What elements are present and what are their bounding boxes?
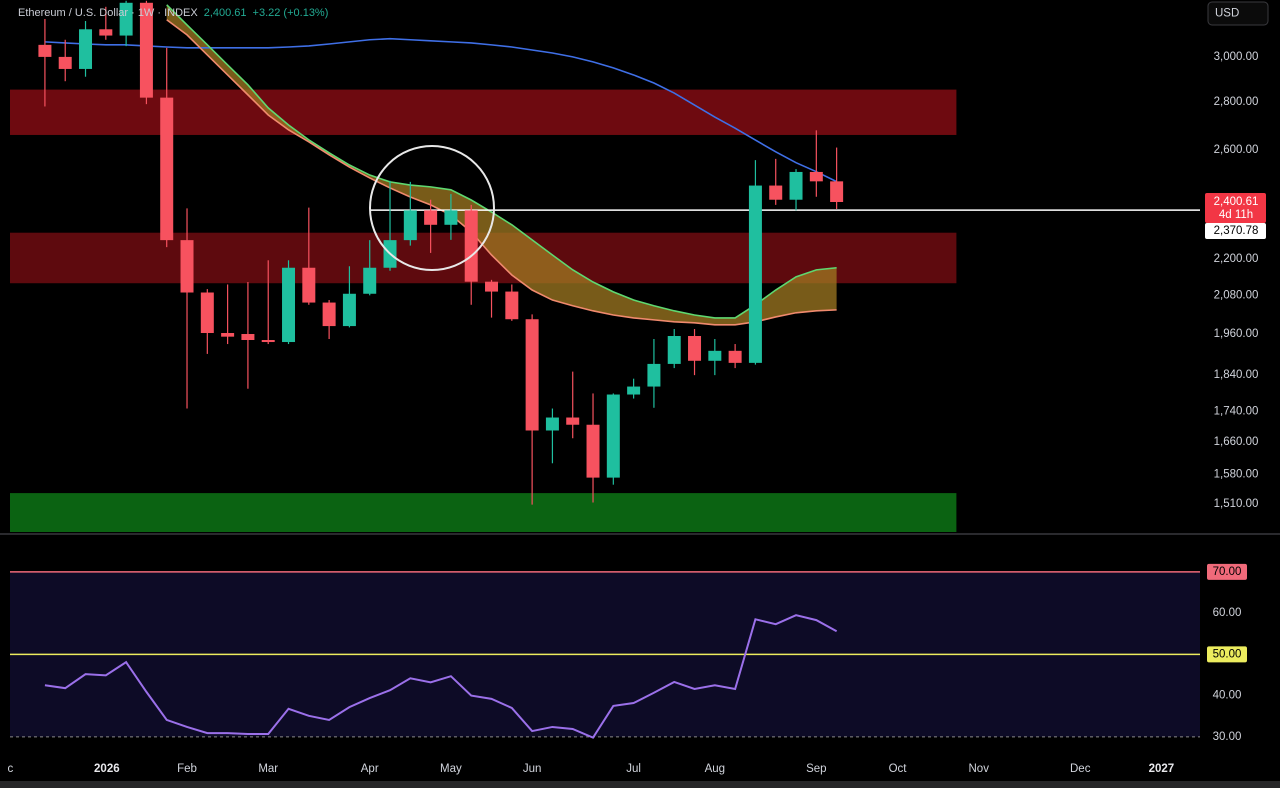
candle-body xyxy=(79,29,93,69)
rsi-tick-box xyxy=(1207,563,1247,580)
back-layer xyxy=(10,4,1200,738)
x-tick-label: Mar xyxy=(258,763,278,775)
candle-body xyxy=(38,44,52,57)
candle-body xyxy=(505,291,519,320)
y-tick-label: 2,600.00 xyxy=(1214,144,1259,156)
y-tick-label: 1,840.00 xyxy=(1214,369,1259,381)
countdown-label: 4d 11h xyxy=(1219,209,1253,221)
x-tick-label: Jun xyxy=(523,763,542,775)
header-price: 2,400.61 xyxy=(204,7,247,19)
rsi-y-tick-label: 40.00 xyxy=(1213,690,1242,702)
y-tick-label: 1,660.00 xyxy=(1214,436,1259,448)
x-tick-label: Nov xyxy=(969,763,990,775)
x-tick-label: c xyxy=(8,763,14,775)
candle-body xyxy=(809,171,823,182)
x-tick-label: Aug xyxy=(705,763,725,775)
moving-average-line xyxy=(44,37,837,183)
candle-body xyxy=(160,97,174,241)
rsi-y-tick-label: 60.00 xyxy=(1213,607,1242,619)
candle-body xyxy=(282,267,296,343)
candle-body xyxy=(342,293,356,327)
currency-label[interactable]: USD xyxy=(1215,8,1239,20)
candle-body xyxy=(688,336,702,361)
candle-body xyxy=(200,292,214,334)
y-tick-label: 1,580.00 xyxy=(1214,468,1259,480)
x-tick-label: 2027 xyxy=(1149,763,1175,775)
candle-body xyxy=(627,386,641,395)
candle-body xyxy=(586,424,600,478)
currency-button[interactable]: USD xyxy=(1207,1,1269,26)
last-price-box xyxy=(1205,192,1266,223)
candle-body xyxy=(58,56,72,69)
candle-body xyxy=(261,340,275,343)
rsi-y-tick-label: 70.00 xyxy=(1213,566,1242,578)
candle-body xyxy=(748,185,762,363)
x-tick-label: Sep xyxy=(806,763,826,775)
zone xyxy=(10,493,957,532)
candle-body xyxy=(708,350,722,361)
candle-body xyxy=(485,281,499,292)
candle-body xyxy=(241,334,255,341)
candle-body xyxy=(728,350,742,363)
moving-average-line xyxy=(166,4,837,319)
candle-body xyxy=(769,185,783,200)
moving-average-line xyxy=(166,19,837,326)
x-tick-label: Dec xyxy=(1070,763,1091,775)
x-tick-label: Jul xyxy=(626,763,641,775)
candle-body xyxy=(363,267,377,294)
candle-body xyxy=(444,210,458,225)
header-change: +3.22 (+0.13%) xyxy=(253,7,329,19)
x-tick-label: Feb xyxy=(177,763,197,775)
y-tick-label: 2,200.00 xyxy=(1214,253,1259,265)
candle-body xyxy=(830,181,844,202)
candle-body xyxy=(789,171,803,200)
x-tick-label: Oct xyxy=(889,763,908,775)
symbol-title: Ethereum / U.S. Dollar · 1W · INDEX xyxy=(18,7,198,19)
front-layer: 3,000.00 2,800.00 2,600.00 2,200.00 2,080.00… xyxy=(8,0,1266,775)
y-tick-label: 1,960.00 xyxy=(1214,328,1259,340)
rsi-line xyxy=(44,614,838,739)
candle-body xyxy=(302,267,316,303)
bottom-strip xyxy=(0,781,1280,788)
rsi-y-tick-label: 50.00 xyxy=(1213,648,1242,660)
candle-body xyxy=(180,240,194,293)
header: Ethereum / U.S. Dollar · 1W · INDEX 2,40… xyxy=(18,7,328,19)
candle-body xyxy=(403,210,417,241)
price-line-label: 2,370.78 xyxy=(1214,225,1259,237)
highlight-circle xyxy=(369,145,495,271)
candle-body xyxy=(667,336,681,364)
candle-body xyxy=(566,417,580,425)
candle-body xyxy=(322,302,336,327)
rsi-y-tick-label: 30.00 xyxy=(1213,731,1242,743)
candle-body xyxy=(119,2,133,36)
x-tick-label: 2026 xyxy=(94,763,120,775)
candle-body xyxy=(545,417,559,431)
candle-body xyxy=(525,319,539,431)
last-price-label: 2,400.61 xyxy=(1214,196,1259,208)
y-tick-label: 3,000.00 xyxy=(1214,51,1259,63)
price-line-box xyxy=(1205,222,1266,239)
y-tick-label: 1,740.00 xyxy=(1214,406,1259,418)
rsi-tick-box xyxy=(1207,646,1247,663)
ema-band xyxy=(166,4,837,325)
x-tick-label: Apr xyxy=(361,763,379,775)
candle-body xyxy=(424,210,438,225)
candle-body xyxy=(647,363,661,387)
candle-body xyxy=(221,333,235,337)
y-tick-label: 2,080.00 xyxy=(1214,289,1259,301)
y-tick-label: 1,510.00 xyxy=(1214,498,1259,510)
candle-body xyxy=(606,394,620,478)
currency-button-box[interactable] xyxy=(1207,1,1269,26)
candle-body xyxy=(99,29,113,36)
candle-body xyxy=(139,2,153,98)
x-tick-label: May xyxy=(440,763,462,775)
candle-body xyxy=(464,210,478,282)
y-tick-label: 2,800.00 xyxy=(1214,96,1259,108)
